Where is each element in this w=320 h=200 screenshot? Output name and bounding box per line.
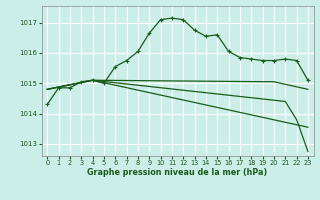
X-axis label: Graphe pression niveau de la mer (hPa): Graphe pression niveau de la mer (hPa) xyxy=(87,168,268,177)
